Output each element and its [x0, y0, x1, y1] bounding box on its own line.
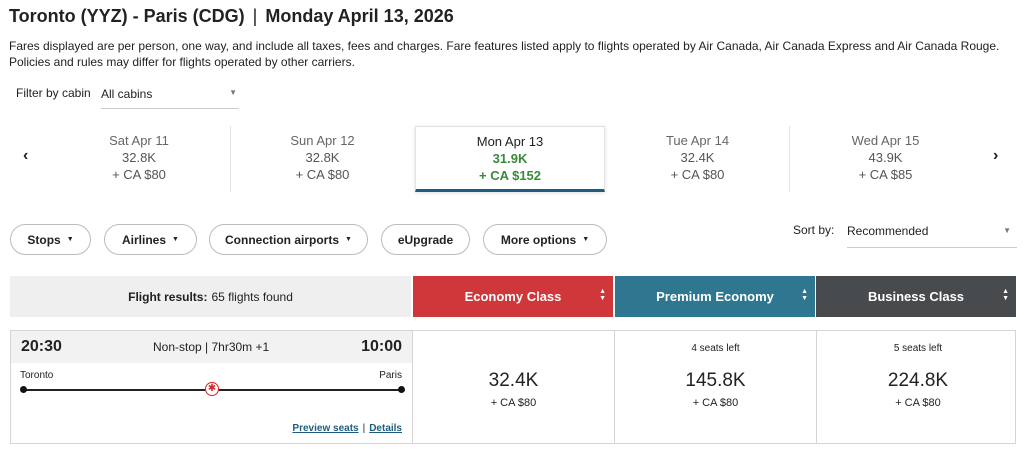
- prev-date-arrow-icon[interactable]: ‹: [23, 147, 29, 164]
- date-option-sat-apr-11[interactable]: Sat Apr 11 32.8K + CA $80: [48, 126, 231, 192]
- date-option-mon-apr-13-selected[interactable]: Mon Apr 13 31.9K + CA $152: [415, 126, 605, 192]
- fare-economy[interactable]: 32.4K + CA $80: [413, 331, 615, 443]
- date-cash: + CA $152: [478, 168, 542, 183]
- caret-down-icon: ▼: [345, 236, 352, 243]
- sort-value: Recommended: [847, 224, 929, 238]
- results-label: Flight results:: [128, 289, 208, 304]
- cabin-header-economy[interactable]: Economy Class ▲ ▼: [413, 276, 613, 317]
- cabin-name: Premium Economy: [656, 289, 774, 304]
- arrival-time: 10:00: [361, 338, 402, 355]
- date-label: Tue Apr 14: [665, 133, 730, 148]
- date-points: 31.9K: [492, 151, 528, 166]
- eupgrade-filter-button[interactable]: eUpgrade: [381, 224, 470, 255]
- next-date-arrow-icon[interactable]: ›: [993, 147, 999, 164]
- cabin-header-premium-economy[interactable]: Premium Economy ▲ ▼: [615, 276, 815, 317]
- date-points: 32.4K: [680, 150, 715, 165]
- link-separator: |: [362, 423, 366, 434]
- fare-cash: + CA $80: [490, 397, 537, 409]
- cabin-filter-value: All cabins: [101, 87, 153, 101]
- route-title: Toronto (YYZ) - Paris (CDG): [9, 6, 245, 26]
- date-points: 43.9K: [868, 150, 903, 165]
- sort-arrows-icon: ▲ ▼: [1002, 288, 1009, 302]
- date-cash: + CA $80: [670, 167, 725, 182]
- origin-dot: [20, 386, 27, 393]
- seats-left: 5 seats left: [893, 343, 943, 354]
- date-option-wed-apr-15[interactable]: Wed Apr 15 43.9K + CA $85: [791, 126, 980, 192]
- details-link[interactable]: Details: [369, 423, 402, 434]
- cabin-filter-select[interactable]: All cabins ▼: [101, 83, 239, 109]
- destination-city: Paris: [379, 370, 402, 381]
- date-label: Sun Apr 12: [290, 133, 355, 148]
- flight-time-bar: 20:30 Non-stop | 7hr30m +1 10:00: [11, 331, 412, 363]
- results-count: 65 flights found: [211, 289, 293, 304]
- air-canada-logo-icon: ✱: [205, 382, 219, 396]
- date-cash: + CA $85: [858, 167, 913, 182]
- date-points: 32.8K: [122, 150, 156, 165]
- more-options-button[interactable]: More options ▼: [483, 224, 607, 255]
- sort-select[interactable]: Recommended ▼: [847, 218, 1017, 248]
- date-label: Wed Apr 15: [851, 133, 920, 148]
- fare-business[interactable]: 5 seats left 224.8K + CA $80: [817, 331, 1019, 443]
- caret-down-icon: ▼: [172, 236, 179, 243]
- sort-arrows-icon: ▲ ▼: [801, 288, 808, 302]
- caret-down-icon: ▼: [582, 236, 590, 243]
- airlines-filter-button[interactable]: Airlines ▼: [104, 224, 197, 255]
- departure-time: 20:30: [21, 338, 62, 355]
- preview-seats-link[interactable]: Preview seats: [292, 423, 359, 434]
- fare-premium-economy[interactable]: 4 seats left 145.8K + CA $80: [615, 331, 817, 443]
- chevron-down-icon: ▼: [229, 88, 237, 97]
- chevron-down-icon: ▼: [1003, 226, 1011, 235]
- fare-cash: + CA $80: [895, 397, 941, 409]
- flight-results-summary: Flight results: 65 flights found: [10, 276, 411, 317]
- page-title: Toronto (YYZ) - Paris (CDG) | Monday April…: [9, 6, 454, 27]
- sort-label: Sort by:: [793, 223, 835, 237]
- fare-cash: + CA $80: [692, 397, 739, 409]
- fare-points: 32.4K: [488, 370, 539, 391]
- stops-label: Stops: [27, 232, 61, 247]
- caret-down-icon: ▼: [66, 236, 74, 243]
- cabin-filter-label: Filter by cabin: [16, 86, 91, 100]
- connection-airports-filter-button[interactable]: Connection airports ▼: [209, 224, 368, 255]
- date-option-tue-apr-14[interactable]: Tue Apr 14 32.4K + CA $80: [606, 126, 790, 192]
- flight-info: 20:30 Non-stop | 7hr30m +1 10:00 Toronto…: [11, 331, 413, 443]
- travel-date: Monday April 13, 2026: [265, 6, 454, 26]
- title-separator: |: [252, 6, 258, 26]
- date-option-sun-apr-12[interactable]: Sun Apr 12 32.8K + CA $80: [231, 126, 414, 192]
- cabin-name: Economy Class: [464, 289, 562, 304]
- flight-links: Preview seats | Details: [292, 423, 402, 434]
- date-points: 32.8K: [305, 150, 340, 165]
- date-label: Sat Apr 11: [109, 133, 169, 148]
- destination-dot: [398, 386, 405, 393]
- fare-points: 145.8K: [685, 370, 746, 391]
- more-options-label: More options: [500, 232, 577, 247]
- seats-left: 4 seats left: [691, 343, 740, 354]
- connection-label: Connection airports: [225, 232, 340, 247]
- flight-duration: Non-stop | 7hr30m +1: [153, 340, 270, 354]
- stops-filter-button[interactable]: Stops ▼: [10, 224, 91, 255]
- fare-points: 224.8K: [887, 370, 949, 391]
- origin-city: Toronto: [20, 370, 54, 381]
- date-cash: + CA $80: [112, 167, 166, 182]
- eupgrade-label: eUpgrade: [397, 232, 454, 247]
- sort-arrows-icon: ▲ ▼: [599, 288, 606, 302]
- date-cash: + CA $80: [295, 167, 350, 182]
- cabin-name: Business Class: [867, 289, 965, 304]
- airlines-label: Airlines: [122, 232, 167, 247]
- date-label: Mon Apr 13: [476, 134, 544, 149]
- fare-disclaimer: Fares displayed are per person, one way,…: [9, 39, 1000, 69]
- flight-result-row: 20:30 Non-stop | 7hr30m +1 10:00 Toronto…: [10, 330, 1016, 444]
- cabin-header-business[interactable]: Business Class ▲ ▼: [816, 276, 1016, 317]
